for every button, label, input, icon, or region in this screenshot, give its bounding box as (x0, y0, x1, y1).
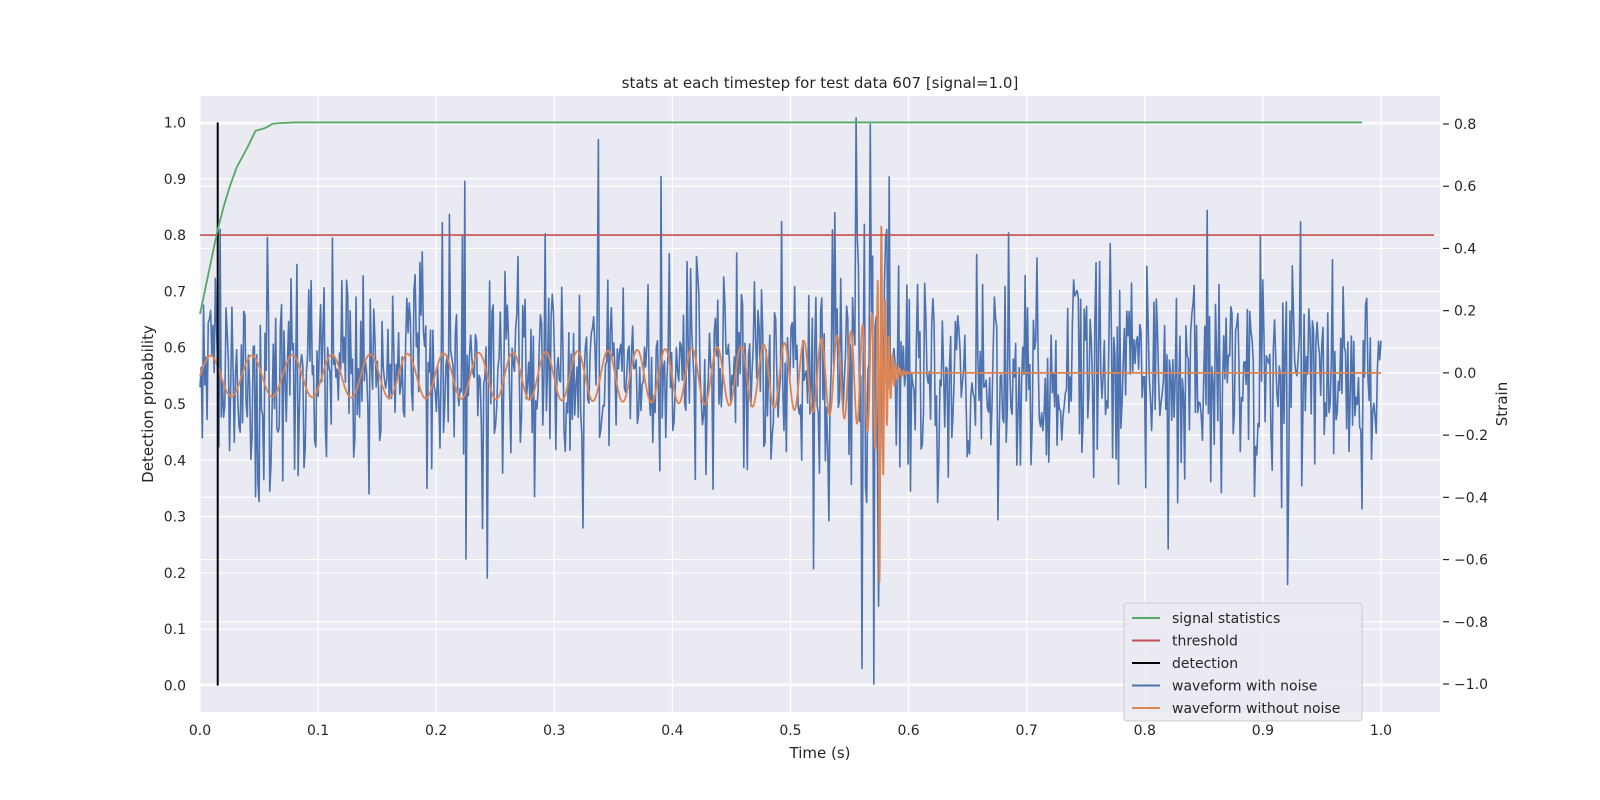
legend-label: signal statistics (1172, 611, 1280, 627)
y-right-tick-label: 0.2 (1454, 304, 1476, 320)
y-right-tick-label: 0.4 (1454, 241, 1476, 257)
y-left-tick-label: 0.2 (164, 566, 186, 582)
x-axis-label: Time (s) (789, 744, 851, 762)
y-right-tick-label: −1.0 (1454, 677, 1488, 693)
y-right-tick-label: −0.2 (1454, 428, 1488, 444)
y-left-tick-label: 0.5 (164, 397, 186, 413)
y-axis-label-right: Strain (1493, 382, 1511, 426)
y-right-tick-label: 0.8 (1454, 117, 1476, 133)
x-tick-label: 1.0 (1370, 723, 1392, 739)
x-tick-label: 0.4 (661, 723, 683, 739)
legend-label: detection (1172, 656, 1238, 672)
x-tick-label: 0.8 (1134, 723, 1156, 739)
ticks-layer: 0.0 0.1 0.2 0.3 0.4 0.5 0.6 0.7 0.8 0.9 1.0 0.0 0.1 0… (164, 115, 1488, 739)
x-tick-label: 0.5 (779, 723, 801, 739)
y-left-tick-label: 0.6 (164, 341, 186, 357)
y-left-tick-label: 0.3 (164, 510, 186, 526)
series-waveform-without-noise (199, 225, 1382, 583)
y-left-tick-label: 0.1 (164, 622, 186, 638)
legend-label: threshold (1172, 634, 1238, 650)
series-layer (199, 116, 1435, 686)
x-tick-label: 0.2 (425, 723, 447, 739)
chart-title: stats at each timestep for test data 607… (622, 74, 1019, 92)
y-right-tick-label: −0.8 (1454, 615, 1488, 631)
y-right-tick-label: −0.6 (1454, 553, 1488, 569)
legend: signal statistics threshold detection wavef… (1123, 602, 1363, 722)
y-axis-label-left: Detection probability (139, 325, 157, 483)
x-tick-label: 0.1 (307, 723, 329, 739)
y-left-tick-label: 0.8 (164, 228, 186, 244)
y-right-tick-label: 0.6 (1454, 179, 1476, 195)
series-signal-statistics (199, 121, 1363, 315)
y-left-tick-label: 0.4 (164, 453, 186, 469)
legend-box (1123, 602, 1363, 722)
legend-label: waveform without noise (1172, 701, 1340, 717)
legend-label: waveform with noise (1172, 679, 1317, 695)
x-tick-label: 0.0 (189, 723, 211, 739)
series-waveform-with-noise (199, 116, 1382, 685)
y-left-tick-label: 0.0 (164, 679, 186, 695)
x-tick-label: 0.6 (897, 723, 919, 739)
y-right-tick-label: −0.4 (1454, 490, 1488, 506)
x-tick-label: 0.9 (1252, 723, 1274, 739)
x-tick-label: 0.3 (543, 723, 565, 739)
x-tick-label: 0.7 (1016, 723, 1038, 739)
y-left-tick-label: 0.7 (164, 284, 186, 300)
y-left-tick-label: 0.9 (164, 172, 186, 188)
y-right-tick-label: 0.0 (1454, 366, 1476, 382)
y-left-tick-label: 1.0 (164, 115, 186, 131)
